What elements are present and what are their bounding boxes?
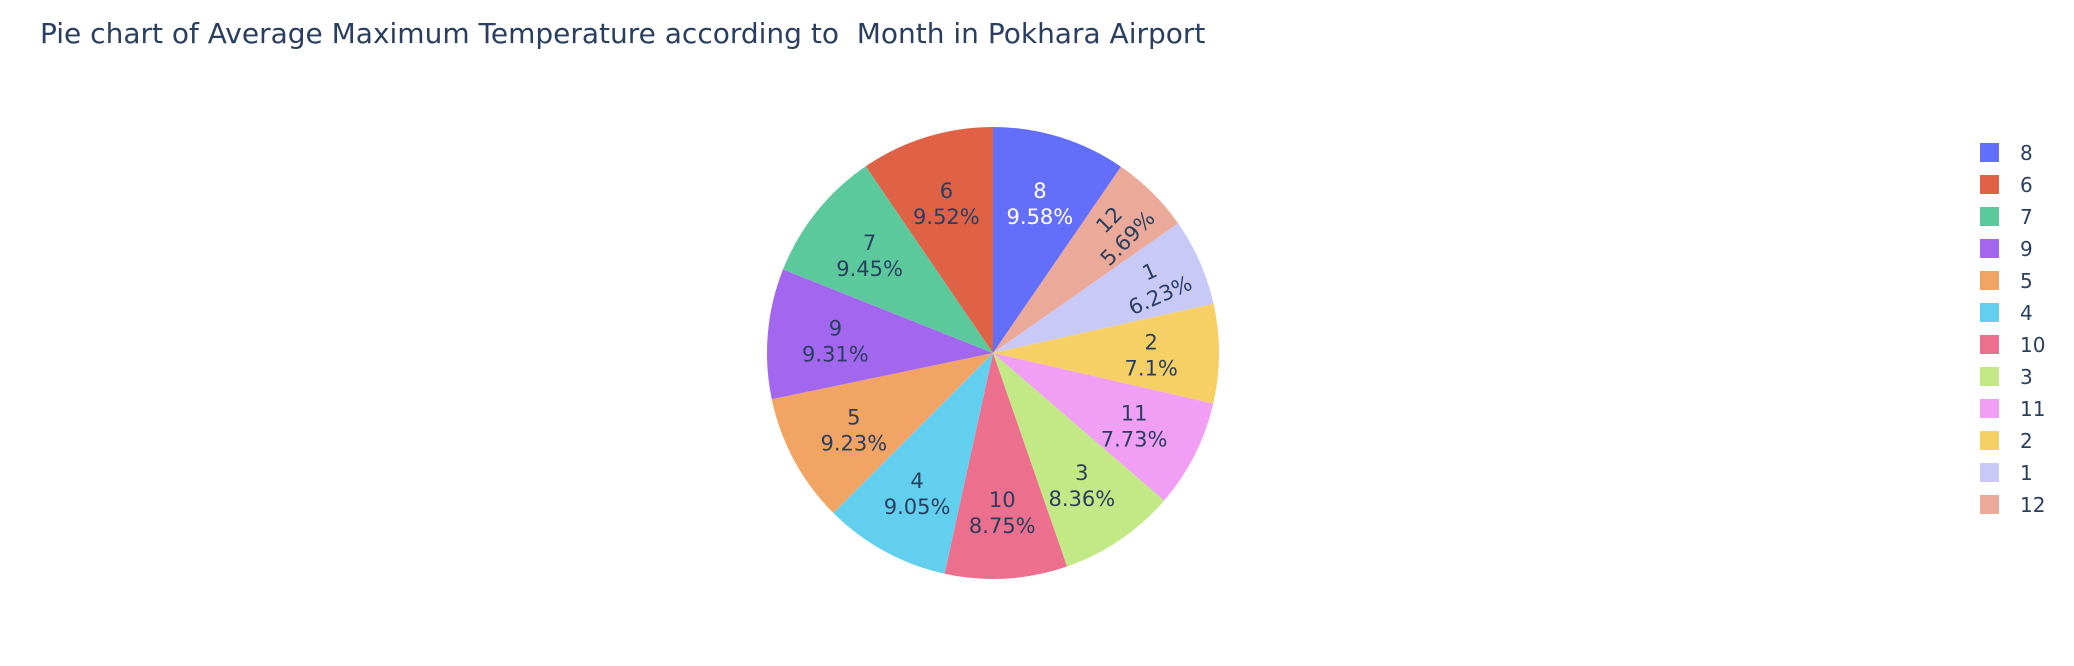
slice-label-name: 7 (863, 231, 876, 255)
slice-label-name: 8 (1033, 179, 1046, 203)
legend-label: 7 (2020, 205, 2033, 229)
pie-slice-1[interactable] (993, 223, 1214, 353)
legend-label: 11 (2020, 397, 2045, 421)
slice-label-11: 117.73% (1101, 402, 1168, 452)
legend-label: 10 (2020, 333, 2045, 357)
legend-label: 2 (2020, 429, 2033, 453)
legend-label: 6 (2020, 173, 2033, 197)
slice-label-name: 9 (829, 316, 842, 340)
legend-label: 3 (2020, 365, 2033, 389)
pie-slice-10[interactable] (944, 353, 1068, 579)
pie-slice-11[interactable] (993, 353, 1214, 501)
legend-swatch (1980, 207, 1999, 226)
legend-swatch (1980, 143, 1999, 162)
slice-label-percent: 7.73% (1101, 428, 1168, 452)
slice-label-name: 6 (940, 179, 953, 203)
legend-item-6[interactable]: 6 (1980, 173, 2033, 197)
slice-label-percent: 7.1% (1125, 356, 1178, 380)
legend-label: 12 (2020, 493, 2045, 517)
legend-item-8[interactable]: 8 (1980, 141, 2033, 165)
slice-label-percent: 9.05% (884, 495, 951, 519)
pie-slice-7[interactable] (783, 166, 993, 353)
legend-item-10[interactable]: 10 (1980, 333, 2045, 357)
slice-label-name: 2 (1145, 330, 1158, 354)
legend-item-9[interactable]: 9 (1980, 237, 2033, 261)
slice-label-9: 99.31% (802, 316, 869, 366)
slice-label-percent: 9.31% (802, 342, 869, 366)
slice-label-percent: 8.75% (969, 514, 1036, 538)
legend-swatch (1980, 271, 1999, 290)
legend-label: 4 (2020, 301, 2033, 325)
pie-slice-9[interactable] (766, 269, 993, 400)
slice-label-5: 59.23% (821, 405, 888, 455)
legend-swatch (1980, 463, 1999, 482)
slice-label-8: 89.58% (1007, 179, 1074, 229)
slice-label-6: 69.52% (913, 179, 980, 229)
slice-label-percent: 9.58% (1007, 205, 1074, 229)
legend-item-2[interactable]: 2 (1980, 429, 2033, 453)
legend-swatch (1980, 431, 1999, 450)
legend-label: 8 (2020, 141, 2033, 165)
pie-slice-3[interactable] (993, 353, 1165, 567)
legend-item-4[interactable]: 4 (1980, 301, 2033, 325)
slice-label-7: 79.45% (836, 231, 903, 281)
legend-item-11[interactable]: 11 (1980, 397, 2045, 421)
legend-swatch (1980, 175, 1999, 194)
legend-item-1[interactable]: 1 (1980, 461, 2033, 485)
legend-swatch (1980, 335, 1999, 354)
slice-label-percent: 9.52% (913, 205, 980, 229)
pie-slice-4[interactable] (833, 353, 993, 574)
pie-slice-5[interactable] (771, 353, 993, 513)
slice-label-percent: 9.45% (836, 257, 903, 281)
slice-label-percent: 9.23% (821, 431, 888, 455)
pie-slice-6[interactable] (865, 127, 993, 353)
legend-swatch (1980, 495, 1999, 514)
legend-label: 5 (2020, 269, 2033, 293)
legend-item-12[interactable]: 12 (1980, 493, 2045, 517)
slice-label-name: 10 (989, 488, 1016, 512)
legend-item-5[interactable]: 5 (1980, 269, 2033, 293)
legend-item-3[interactable]: 3 (1980, 365, 2033, 389)
slice-label-name: 4 (910, 469, 923, 493)
legend-swatch (1980, 239, 1999, 258)
chart-title: Pie chart of Average Maximum Temperature… (40, 17, 1205, 50)
slice-label-name: 5 (847, 405, 860, 429)
legend-swatch (1980, 303, 1999, 322)
legend-swatch (1980, 399, 1999, 418)
legend-label: 1 (2020, 461, 2033, 485)
slice-label-10: 108.75% (969, 488, 1036, 538)
pie-slices (766, 127, 1220, 579)
slice-label-4: 49.05% (884, 469, 951, 519)
pie-slice-8[interactable] (993, 127, 1121, 353)
legend-swatch (1980, 367, 1999, 386)
slice-label-2: 27.1% (1125, 330, 1178, 380)
slice-label-3: 38.36% (1048, 461, 1115, 511)
pie-slice-12[interactable] (993, 166, 1179, 353)
legend-item-7[interactable]: 7 (1980, 205, 2033, 229)
slice-label-name: 3 (1075, 461, 1088, 485)
slice-label-name: 11 (1121, 402, 1148, 426)
legend-label: 9 (2020, 237, 2033, 261)
slice-label-percent: 8.36% (1048, 487, 1115, 511)
pie-slice-2[interactable] (993, 303, 1220, 404)
